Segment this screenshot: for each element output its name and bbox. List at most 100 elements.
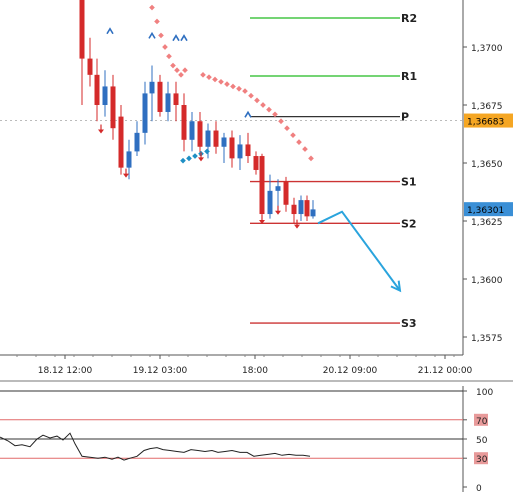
- sar-dot: [266, 106, 272, 113]
- sar-dot: [302, 146, 308, 152]
- sar-dot: [272, 111, 278, 118]
- sar-dot: [178, 72, 184, 78]
- fractal-up-mark: [180, 34, 188, 42]
- sar-dot: [278, 118, 284, 125]
- candle-body: [283, 181, 289, 205]
- candle-body: [102, 86, 108, 105]
- candle-body: [165, 93, 171, 112]
- blue-diamond-dot: [186, 155, 192, 162]
- candle-body: [259, 156, 265, 215]
- pivot-label-r1: R1: [401, 70, 417, 83]
- sar-dot: [206, 74, 212, 80]
- candle-body: [253, 156, 259, 170]
- blue-diamond-dot: [204, 148, 210, 155]
- candle-body: [291, 204, 297, 215]
- oscillator-level-badge: [474, 413, 488, 426]
- sar-dot: [308, 155, 314, 162]
- fractal-down-head: [123, 173, 129, 178]
- candle-body: [181, 105, 187, 140]
- sar-dot: [248, 92, 254, 99]
- forecast-arrow-head: [390, 280, 402, 293]
- fractal-down-head: [98, 129, 104, 134]
- y-tick-label: 1,3575: [471, 334, 503, 344]
- sar-dot: [260, 102, 266, 108]
- y-tick-label: 1,3700: [471, 44, 503, 54]
- y-tick-label: 1,3600: [471, 276, 503, 286]
- candle-body: [205, 130, 211, 147]
- sar-dot: [236, 85, 242, 92]
- pivot-label-s3: S3: [401, 317, 417, 330]
- x-tick-label: 18:00: [242, 366, 268, 376]
- candle-body: [173, 93, 179, 105]
- oscillator-line: [0, 432, 311, 461]
- candle-body: [310, 209, 316, 217]
- blue-diamond-dot: [180, 157, 186, 164]
- oscillator-tick-label: 50: [476, 436, 488, 446]
- sar-dot: [182, 67, 188, 74]
- fractal-down-head: [275, 210, 281, 215]
- sar-dot: [200, 72, 206, 78]
- candle-body: [79, 0, 85, 59]
- oscillator-tick-label: 100: [476, 388, 493, 398]
- sar-dot: [242, 88, 248, 94]
- sar-dot: [254, 97, 260, 104]
- candle-body: [94, 74, 100, 105]
- candle-body: [304, 200, 310, 217]
- candle-body: [229, 137, 235, 159]
- sar-dot: [290, 132, 296, 138]
- oscillator-tick-label: 70: [476, 417, 488, 427]
- pivot-label-s2: S2: [401, 217, 417, 230]
- oscillator-tick-label: 0: [476, 484, 482, 492]
- candle-body: [149, 81, 155, 94]
- fractal-down-head: [259, 220, 265, 224]
- fractal-up-mark: [106, 27, 114, 35]
- candle-body: [87, 58, 93, 75]
- fractal-down-head: [294, 224, 300, 229]
- sar-dot: [218, 78, 224, 85]
- oscillator-level-badge: [474, 452, 488, 465]
- candle-body: [110, 86, 116, 129]
- oscillator-tick-label: 30: [476, 455, 488, 465]
- fractal-up-mark: [172, 34, 180, 42]
- candle-body: [157, 81, 163, 112]
- x-tick-label: 20.12 09:00: [323, 366, 378, 376]
- candle-body: [237, 144, 243, 159]
- sar-dot: [212, 76, 218, 83]
- x-tick-label: 21.12 00:00: [418, 366, 473, 376]
- blue-diamond-dot: [192, 153, 198, 159]
- candle-body: [134, 132, 140, 152]
- y-tick-label: 1,3675: [471, 102, 503, 112]
- y-tick-label: 1,3650: [471, 160, 503, 170]
- sar-dot: [170, 62, 176, 69]
- y-tick-label: 1,3625: [471, 218, 503, 228]
- candle-body: [275, 186, 281, 191]
- sar-dot: [224, 81, 230, 87]
- candle-body: [267, 190, 273, 215]
- candle-body: [189, 121, 195, 140]
- candle-body: [245, 144, 251, 157]
- candle-body: [118, 116, 124, 168]
- pivot-label-s1: S1: [401, 176, 417, 189]
- candle-body: [221, 137, 227, 147]
- sar-dot: [154, 18, 160, 25]
- fractal-up-mark: [244, 110, 252, 118]
- price-marker-label: 1,36683: [467, 118, 504, 128]
- x-tick-label: 18.12 12:00: [38, 366, 93, 376]
- price-marker-box: [464, 202, 513, 217]
- sar-dot: [296, 139, 302, 145]
- fractal-up-mark: [148, 31, 156, 39]
- sar-dot: [230, 83, 236, 90]
- candle-body: [213, 130, 219, 147]
- pivot-label-r2: R2: [401, 12, 417, 25]
- candle-body: [142, 93, 148, 133]
- fractal-down-head: [198, 157, 204, 162]
- pivot-label-p: P: [401, 111, 409, 124]
- candle-body: [197, 121, 203, 147]
- price-marker-label: 1,36301: [467, 206, 504, 216]
- candle-body: [126, 151, 132, 168]
- forecast-arrow-path: [317, 210, 401, 292]
- x-tick-label: 19.12 03:00: [133, 366, 188, 376]
- candle-body: [298, 200, 304, 215]
